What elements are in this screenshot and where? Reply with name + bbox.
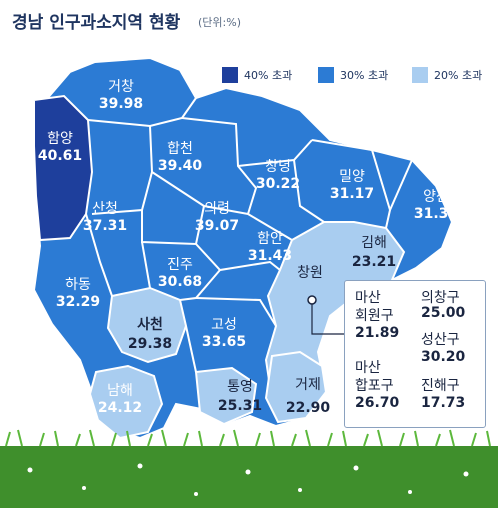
region-name-haman: 함안 [257, 231, 283, 247]
district-value: 25.00 [421, 305, 466, 321]
changwon-marker [307, 295, 317, 305]
grass-blades [5, 429, 491, 447]
region-name-yangsan: 양산 [423, 189, 449, 205]
region-value-sancheong: 37.31 [82, 218, 128, 234]
region-value-namhae: 24.12 [97, 400, 143, 416]
unit-label: (단위:%) [198, 16, 241, 29]
region-value-geoje: 22.90 [285, 400, 331, 416]
changwon-districts-box: 마산 회원구 21.89 의창구 25.00 성산구 30.20 마산 합포구 … [344, 280, 486, 428]
district-value: 26.70 [355, 395, 400, 411]
region-value-sacheon: 29.38 [127, 336, 173, 352]
region-shape-hamyang [33, 94, 94, 242]
legend-item-30: 30% 초과 [318, 66, 388, 84]
district-value: 30.20 [421, 349, 466, 365]
region-value-uiryeong: 39.07 [194, 218, 240, 234]
district-name-line: 마산 [355, 290, 381, 306]
region-name-changwon: 창원 [297, 265, 323, 281]
legend-swatch-medium [318, 67, 334, 83]
legend-swatch-light [412, 67, 428, 83]
region-shape-sacheon [106, 286, 188, 364]
legend-label: 30% 초과 [340, 69, 389, 82]
region-name-geochang: 거창 [108, 79, 134, 95]
region-value-yangsan: 31.35 [413, 206, 459, 222]
legend-label: 40% 초과 [244, 69, 293, 82]
region-value-gimhae: 23.21 [351, 254, 397, 270]
district-value: 21.89 [355, 325, 400, 341]
district-name-line: 성산구 [421, 332, 460, 348]
region-name-uiryeong: 의령 [204, 201, 230, 217]
region-value-hamyang: 40.61 [37, 148, 83, 164]
region-name-geoje: 거제 [295, 377, 321, 393]
region-name-jinju: 진주 [167, 257, 193, 273]
region-name-tongyeong: 통영 [227, 379, 253, 395]
region-shape-geoje [264, 350, 328, 424]
page-title: 경남 인구과소지역 현황 [12, 13, 181, 33]
region-value-jinju: 30.68 [157, 274, 203, 290]
district-value: 17.73 [421, 395, 466, 411]
region-name-sancheong: 산청 [92, 201, 118, 217]
district-name-line: 회원구 [355, 308, 394, 324]
region-name-sacheon: 사천 [137, 317, 163, 333]
region-name-goseong: 고성 [211, 317, 237, 333]
region-shape-namhae [88, 364, 164, 440]
district-name-line: 마산 [355, 360, 381, 376]
region-name-hamyang: 함양 [47, 131, 73, 147]
legend-label: 20% 초과 [434, 69, 483, 82]
region-name-miryang: 밀양 [339, 169, 365, 185]
region-borders [85, 97, 413, 373]
legend-item-40: 40% 초과 [222, 66, 292, 84]
region-value-haman: 31.43 [247, 248, 293, 264]
region-name-gimhae: 김해 [361, 235, 387, 251]
region-value-tongyeong: 25.31 [217, 398, 263, 414]
grass-strip [0, 446, 498, 508]
changwon-leader-line [311, 304, 344, 335]
region-shape-tongyeong [194, 366, 258, 426]
region-value-geochang: 39.98 [98, 96, 144, 112]
region-value-hadong: 32.29 [55, 294, 101, 310]
region-name-changnyeong: 창녕 [265, 159, 291, 175]
region-name-hadong: 하동 [65, 277, 91, 293]
grass-flowers [27, 463, 469, 496]
region-name-namhae: 남해 [107, 383, 133, 399]
legend-item-20: 20% 초과 [412, 66, 482, 84]
district-name-line: 합포구 [355, 378, 394, 394]
region-value-changnyeong: 30.22 [255, 176, 301, 192]
district-name-line: 진해구 [421, 378, 460, 394]
region-value-miryang: 31.17 [329, 186, 375, 202]
district-name-line: 의창구 [421, 290, 460, 306]
legend-swatch-dark [222, 67, 238, 83]
region-value-goseong: 33.65 [201, 334, 247, 350]
region-name-hapcheon: 합천 [167, 141, 193, 157]
region-value-hapcheon: 39.40 [157, 158, 203, 174]
